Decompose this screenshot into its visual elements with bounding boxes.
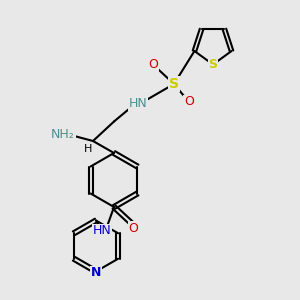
- Text: N: N: [91, 266, 101, 280]
- Text: HN: HN: [129, 97, 147, 110]
- Text: O: O: [129, 221, 138, 235]
- Text: O: O: [184, 95, 194, 109]
- Text: O: O: [148, 58, 158, 71]
- Text: S: S: [169, 77, 179, 91]
- Text: H: H: [84, 143, 93, 154]
- Text: S: S: [208, 58, 217, 71]
- Text: HN: HN: [93, 224, 111, 238]
- Text: NH₂: NH₂: [51, 128, 75, 142]
